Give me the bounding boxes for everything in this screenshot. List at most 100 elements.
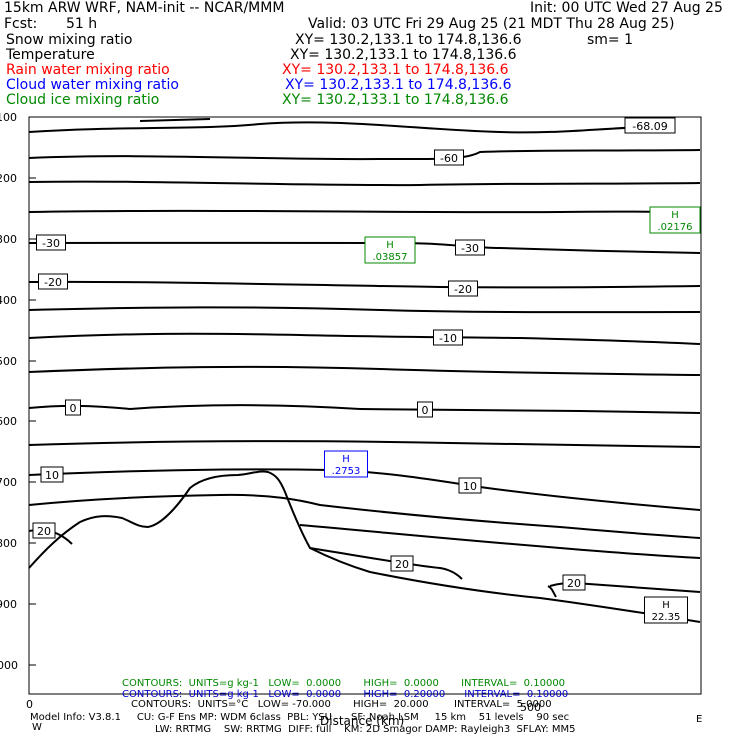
east-label: E [696, 714, 703, 725]
contour-label-box [624, 117, 676, 134]
y-tick-label: 900 [0, 598, 17, 611]
extremum-label: H [386, 240, 394, 251]
y-tick-label: 300 [0, 233, 17, 246]
contour-line [28, 180, 701, 187]
contour-label-text: -30 [461, 242, 479, 255]
contour-label: 20 [562, 574, 586, 591]
contour-info-green: CONTOURS: UNITS=g kg-1 LOW= 0.0000 HIGH=… [122, 678, 566, 689]
field-xy-cloudice: XY= 130.2,133.1 to 174.8,136.6 [282, 92, 509, 108]
contour-label-text: -20 [44, 276, 62, 289]
model-info: Model Info: V3.8.1 CU: G-F Ens MP: WDM 6… [30, 712, 570, 723]
contour-label-box [32, 522, 56, 539]
contour-line [547, 585, 557, 598]
contour-label-text: -68.09 [632, 120, 667, 133]
field-xy-snow: XY= 130.2,133.1 to 174.8,136.6 [295, 32, 522, 48]
y-axis-ticks [29, 116, 36, 666]
contour-line [299, 524, 701, 559]
contour-label-box [40, 466, 64, 483]
contour-label-text: 0 [422, 404, 429, 417]
contour-label-box [417, 401, 433, 418]
contour-label-box [390, 555, 414, 572]
contour-line [28, 493, 701, 539]
field-xy-rain: XY= 130.2,133.1 to 174.8,136.6 [282, 62, 509, 78]
contour-line [28, 332, 701, 345]
contour-label: -10 [433, 329, 463, 346]
extremum-label: H [671, 210, 679, 221]
extremum-box [644, 596, 688, 624]
contour-label: 10 [458, 477, 482, 494]
contour-label: 20 [32, 522, 56, 539]
field-xy-temp: XY= 130.2,133.1 to 174.8,136.6 [290, 47, 517, 63]
contour-labels: -68.09 -60 -30 -30 -20 -20 -10 0 0 10 10 20 20 20 [32, 117, 676, 591]
contour-lines [28, 118, 701, 623]
extremum-marker: H22.35 [644, 596, 688, 624]
west-label: W [32, 722, 42, 733]
contour-label-box [455, 239, 485, 256]
extremum-value: .2753 [332, 466, 361, 477]
contour-label-box [562, 574, 586, 591]
field-name-cloudwater: Cloud water mixing ratio [6, 77, 179, 93]
contour-line [28, 241, 701, 254]
contour-label-text: -60 [440, 152, 458, 165]
fcst-value: 51 h [66, 16, 98, 32]
extremum-label: H [662, 600, 670, 611]
x-tick-label: 500 [520, 701, 541, 714]
field-extra-snow: sm= 1 [587, 32, 634, 48]
y-tick-label: 100 [0, 111, 17, 124]
extremum-marker: H.03857 [364, 236, 416, 264]
contour-line [28, 149, 701, 161]
x-axis-label: Distance (km) [320, 714, 405, 728]
contour-info-blue: CONTOURS: UNITS=g kg-1 LOW= 0.0000 HIGH=… [122, 689, 569, 700]
contour-label: -30 [36, 234, 66, 251]
extremum-box [324, 450, 368, 478]
contour-label-text: 20 [567, 577, 581, 590]
contour-label-box [38, 273, 68, 290]
y-tick-label: 200 [0, 172, 17, 185]
contour-line [28, 440, 701, 448]
contour-label: 0 [65, 399, 81, 416]
contour-label: 0 [417, 401, 433, 418]
contour-label-text: 10 [45, 469, 59, 482]
contour-label-box [458, 477, 482, 494]
y-tick-label: 500 [0, 355, 17, 368]
contour-line [309, 547, 463, 580]
y-tick-labels: 100 200 300 400 500 600 700 800 900 1000… [0, 111, 541, 714]
y-tick-label: 1000 [0, 659, 18, 672]
contour-line [139, 118, 211, 122]
contour-label-box [448, 280, 478, 297]
y-tick-label: 400 [0, 294, 17, 307]
contour-label: 10 [40, 466, 64, 483]
contour-label-text: -10 [439, 332, 457, 345]
contour-info-black: CONTOURS: UNITS=°C LOW= -70.000 HIGH= 20… [131, 699, 552, 710]
contour-line [549, 581, 701, 593]
extremum-box [364, 236, 416, 264]
init-time: Init: 00 UTC Wed 27 Aug 25 [530, 0, 723, 16]
contour-label-text: 10 [463, 480, 477, 493]
contour-line [28, 209, 701, 214]
contour-label: -20 [38, 273, 68, 290]
contour-label-text: -20 [454, 283, 472, 296]
valid-time: Valid: 03 UTC Fri 29 Aug 25 (21 MDT Thu … [308, 16, 675, 32]
contour-label-box [36, 234, 66, 251]
field-name-temp: Temperature [6, 47, 95, 63]
contour-line [28, 306, 701, 314]
extremum-label: H [342, 454, 350, 465]
contour-label: -60 [434, 149, 464, 166]
contour-label-text: 20 [395, 558, 409, 571]
contour-label: -20 [448, 280, 478, 297]
field-name-rain: Rain water mixing ratio [6, 62, 170, 78]
contour-label-box [433, 329, 463, 346]
contour-line [28, 365, 701, 376]
fcst-label: Fcst: [4, 16, 38, 32]
model-info-2: LW: RRTMG SW: RRTMG DIFF: full KM: 2D Sm… [155, 724, 576, 735]
y-tick-label: 600 [0, 415, 17, 428]
contour-line [28, 468, 701, 511]
extremum-value: 22.35 [652, 612, 681, 623]
contour-label: -68.09 [624, 117, 676, 134]
extremum-marker: H.2753 [324, 450, 368, 478]
extremum-value: .03857 [373, 252, 408, 263]
x-tick-label: 0 [26, 698, 33, 711]
contour-label: 20 [390, 555, 414, 572]
